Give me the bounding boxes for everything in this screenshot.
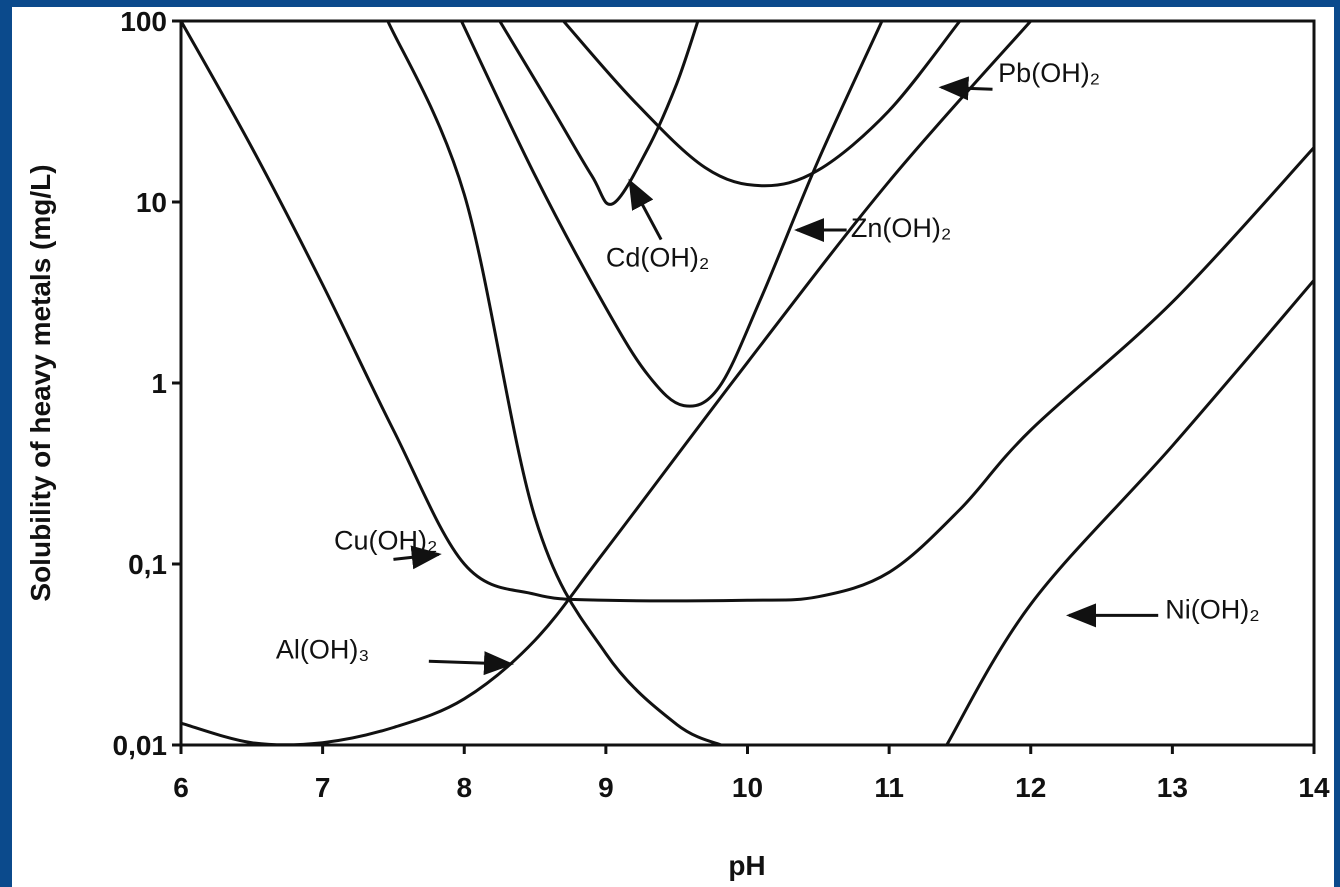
label-cd-oh: Cd(OH)₂ <box>606 243 709 273</box>
x-axis: 6 7 8 9 10 11 12 13 14 <box>173 745 1330 803</box>
series-line-cd-oh <box>386 21 725 745</box>
x-tick-label: 12 <box>1015 772 1046 803</box>
x-tick-label: 10 <box>732 772 763 803</box>
chart-frame: 6 7 8 9 10 11 12 13 14 0,01 0,1 1 10 100 pH Solubili… <box>12 7 1334 887</box>
label-ni-oh: Ni(OH)₂ <box>1165 594 1259 624</box>
x-tick-label: 14 <box>1298 772 1330 803</box>
arrow-pb-oh <box>938 76 993 101</box>
arrow-cu-oh <box>393 545 442 570</box>
label-pb-oh: Pb(OH)₂ <box>998 58 1100 88</box>
series-line-zn-oh <box>460 21 884 408</box>
series-labels: Cu(OH)₂ Al(OH)₃ Cd(OH)₂ Zn(OH)₂ Pb(OH)₂ Ni(OH… <box>276 58 1260 676</box>
label-zn-oh: Zn(OH)₂ <box>851 213 951 243</box>
solubility-chart: 6 7 8 9 10 11 12 13 14 0,01 0,1 1 10 100 pH Solubili… <box>25 7 1330 881</box>
series-line-al-oh <box>181 21 1032 745</box>
series-line-ni-oh <box>944 279 1314 745</box>
x-tick-label: 6 <box>173 772 189 803</box>
y-tick-label: 10 <box>136 187 167 218</box>
label-cu-oh: Cu(OH)₂ <box>334 526 437 556</box>
arrow-cd-oh <box>628 178 663 241</box>
series-line-pb-oh <box>498 21 700 206</box>
y-axis: 0,01 0,1 1 10 100 <box>113 7 181 761</box>
y-tick-label: 100 <box>120 7 167 37</box>
y-tick-label: 1 <box>151 368 167 399</box>
x-tick-label: 9 <box>598 772 614 803</box>
series-line-unlabeled-5 <box>562 21 962 188</box>
series-line-cu-oh <box>181 21 1314 603</box>
x-axis-title: pH <box>728 850 765 881</box>
label-al-oh: Al(OH)₃ <box>276 635 370 665</box>
arrow-al-oh <box>428 651 514 676</box>
x-tick-label: 11 <box>874 772 904 803</box>
y-axis-title: Solubility of heavy metals (mg/L) <box>25 164 56 601</box>
x-tick-label: 13 <box>1157 772 1188 803</box>
plot-area <box>181 21 1314 745</box>
x-tick-label: 7 <box>315 772 331 803</box>
x-tick-label: 8 <box>456 772 472 803</box>
y-tick-label: 0,01 <box>113 730 168 761</box>
y-tick-label: 0,1 <box>128 549 167 580</box>
